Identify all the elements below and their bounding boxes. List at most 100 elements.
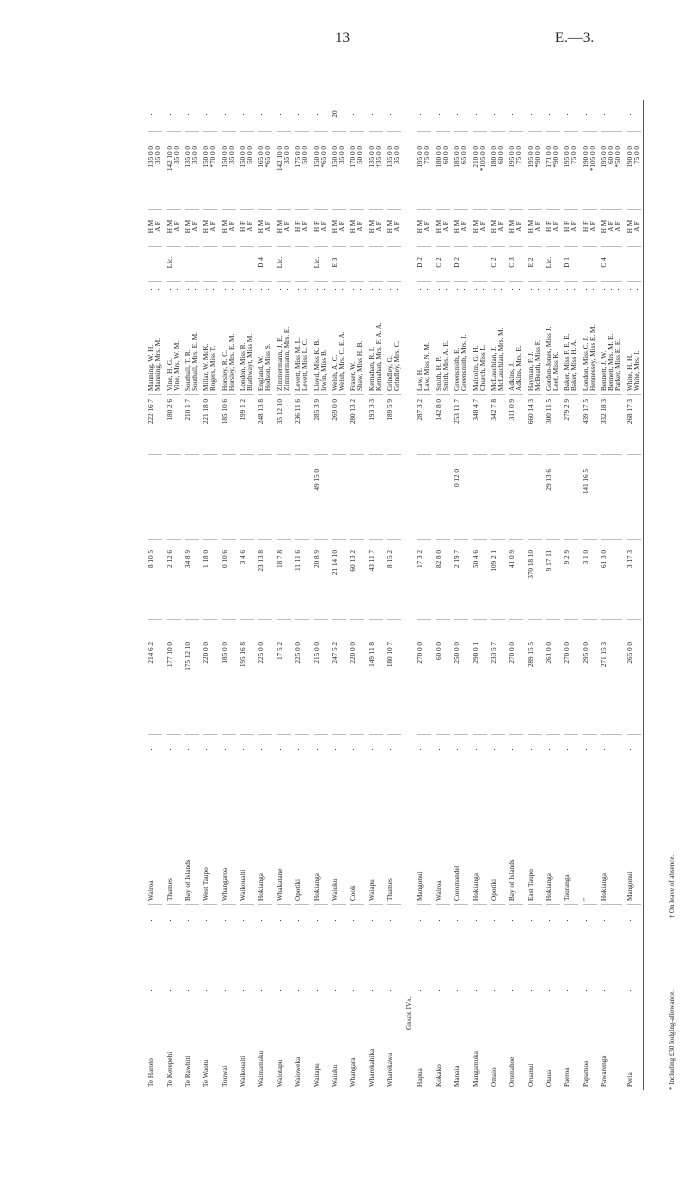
total-expenditure	[228, 395, 236, 455]
salary: 75 0 0	[424, 132, 432, 210]
school-name	[608, 905, 615, 1090]
dot-leader	[166, 916, 174, 925]
expenditure-3	[221, 455, 229, 540]
total-expenditure-text: 311 0 9	[509, 399, 517, 421]
classification-text: E 2	[528, 258, 535, 268]
expenditure-1	[357, 620, 365, 735]
school-name-text: Papamoa	[582, 1060, 590, 1087]
expenditure-1-text: 215 0 0	[313, 642, 321, 664]
extra-allowance	[472, 100, 480, 132]
document-reference: E.—3.	[555, 30, 595, 46]
expenditure-1	[461, 620, 469, 735]
expenditure-1: 233 5 7	[490, 620, 498, 735]
county-name	[155, 735, 163, 905]
position-sex-text: A F	[634, 221, 641, 232]
county-name: Mangonui	[417, 735, 425, 905]
total-expenditure-text: 189 5 9	[387, 399, 395, 421]
position-sex: A F	[320, 210, 328, 247]
expenditure-1-text: 180 10 7	[387, 642, 395, 668]
position-sex: A F	[442, 210, 450, 247]
expenditure-3	[564, 455, 572, 540]
classification: D 2	[417, 247, 425, 282]
table-row: Hapua Mangonui 270 0 0 17 3 2 287 3 2 Law, H.…	[417, 100, 425, 1090]
expenditure-1-text: 60 0 0	[435, 642, 443, 660]
salary-text: 150 0 0	[240, 146, 248, 168]
expenditure-1	[571, 620, 579, 735]
dot-leader	[302, 285, 310, 294]
total-expenditure-text: 439 17 5	[582, 399, 590, 425]
salary: *90 0 0	[553, 132, 561, 210]
classification	[394, 247, 402, 282]
total-expenditure: 221 18 0	[203, 395, 211, 455]
teacher-name-text: Levett, Miss L. C.	[302, 338, 310, 391]
expenditure-2: 8 15 2	[387, 540, 395, 620]
total-expenditure-text: 222 16 7	[148, 399, 156, 425]
dot-leader	[626, 110, 634, 119]
expenditure-1-text: 175 12 10	[184, 642, 192, 671]
dot-leader	[368, 285, 376, 294]
total-expenditure: 180 2 6	[166, 395, 174, 455]
total-expenditure: 199 1 2	[240, 395, 248, 455]
salary: 75 0 0	[571, 132, 579, 210]
salary: 35 0 0	[283, 132, 291, 210]
salary: 50 0 0	[302, 132, 310, 210]
total-expenditure	[553, 395, 561, 455]
teacher-name: Southall, Mrs. E. M.	[191, 282, 199, 395]
expenditure-2: 0 10 6	[221, 540, 229, 620]
county-name-text: West Taupo	[203, 867, 211, 901]
school-name: Paeroa	[564, 905, 572, 1090]
expenditure-1-text: 250 0 0	[454, 642, 462, 664]
county-name: "	[582, 735, 590, 905]
school-name: Peria	[626, 905, 634, 1090]
salary-text: 195 0 0	[509, 146, 517, 168]
table-row: Manaia Coromandel 250 0 0 2 19 7 0 12 0 253 1…	[454, 100, 462, 1090]
position-sex-text: A F	[608, 221, 615, 232]
salary: *105 0 0	[479, 132, 487, 210]
county-name: Hokianga	[601, 735, 609, 905]
dot-leader	[435, 285, 443, 294]
expenditure-1-text: 271 15 3	[601, 642, 609, 668]
school-group: Waitapu Hokianga 215 0 0 20 8 9 49 15 0 285 3…	[311, 100, 329, 1090]
total-expenditure-text: 35 12 10	[276, 399, 284, 425]
position-sex: H M	[435, 210, 443, 247]
total-expenditure	[191, 395, 199, 455]
school-name-text: Te Waotu	[203, 1059, 211, 1087]
county-name: Bay of Islands	[509, 735, 517, 905]
dot-leader	[148, 916, 156, 925]
total-expenditure	[479, 395, 487, 455]
school-name: Waimamaku	[258, 905, 266, 1090]
position-sex: H M	[221, 210, 229, 247]
salary-text: 65 0 0	[461, 146, 469, 164]
teacher-name: McLauchlan, Mrs. M.	[497, 282, 505, 395]
position-sex: A F	[615, 210, 623, 247]
total-expenditure-text: 660 14 3	[527, 399, 535, 425]
salary-text: *65 0 0	[265, 146, 273, 168]
salary: 185 0 0	[454, 132, 462, 210]
position-sex-text: H M	[185, 220, 192, 233]
expenditure-1-text: 270 0 0	[564, 642, 572, 664]
school-name: Papamoa	[582, 905, 590, 1090]
school-name-text: Paeroa	[564, 1067, 572, 1087]
expenditure-1: 225 0 0	[258, 620, 266, 735]
position-sex-text: A F	[376, 221, 383, 232]
dot-leader	[417, 916, 425, 925]
county-name-text: Mangonui	[626, 871, 634, 901]
teacher-name-text: Grindley, G.	[387, 355, 395, 391]
classification: Lic.	[276, 247, 284, 282]
county-name	[615, 735, 623, 905]
position-sex: H M	[601, 210, 609, 247]
salary: 195 0 0	[417, 132, 425, 210]
position-sex: A F	[210, 210, 218, 247]
dot-leader	[258, 110, 266, 119]
salary-text: 35 0 0	[394, 146, 402, 164]
position-sex-text: A F	[394, 221, 401, 232]
teacher-name-text: White, Mrs. I.	[633, 350, 641, 391]
county-name-text: Bay of Islands	[184, 859, 192, 901]
extra-allowance	[516, 100, 524, 132]
county-name	[210, 735, 218, 905]
teacher-name-text: McLauchlan, J.	[490, 346, 498, 391]
expenditure-1: 60 0 0	[435, 620, 443, 735]
school-name	[247, 905, 254, 1090]
table-row: Rogers, Miss T. A F *70 0 0	[210, 100, 218, 1090]
